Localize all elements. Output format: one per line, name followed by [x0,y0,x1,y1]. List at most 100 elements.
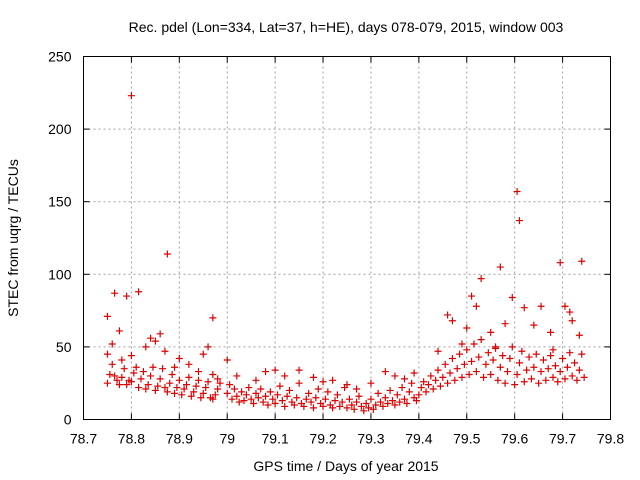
data-point [429,385,437,393]
data-point [532,350,540,358]
data-point [123,381,131,389]
data-point [103,379,111,387]
data-point [559,355,567,363]
data-point [309,373,317,381]
data-point [489,356,497,364]
data-point [484,349,492,357]
data-point [444,311,452,319]
data-point [250,400,258,408]
data-point [259,398,267,406]
data-point [472,368,480,376]
data-point [161,347,169,355]
data-point [329,404,337,412]
data-point [300,402,308,410]
data-point [518,347,526,355]
data-point [549,373,557,381]
data-point [535,379,543,387]
data-point [144,381,152,389]
data-point [199,389,207,397]
data-point [111,372,119,380]
data-point [568,372,576,380]
data-point [242,391,250,399]
data-point [458,340,466,348]
data-point [113,376,121,384]
data-point [350,405,358,413]
data-point [127,92,135,100]
data-point [202,384,210,392]
data-point [175,376,183,384]
data-point [367,395,375,403]
data-point [264,401,272,409]
data-point [214,385,222,393]
data-point [367,379,375,387]
data-point [175,355,183,363]
x-tick-label: 79.6 [501,431,528,447]
data-point [252,389,260,397]
data-point [508,294,516,302]
data-point [353,398,361,406]
data-point [444,379,452,387]
data-point [578,257,586,265]
data-point [245,384,253,392]
data-point [441,360,449,368]
plot-frame [83,56,611,420]
data-point [111,289,119,297]
data-point [305,389,313,397]
x-tick-label: 78.7 [70,431,97,447]
data-point [480,373,488,381]
data-point [515,217,523,225]
data-point [487,328,495,336]
data-point [262,392,270,400]
data-point [149,363,157,371]
data-point [527,375,535,383]
data-point [216,379,224,387]
data-point [451,376,459,384]
data-point [477,275,485,283]
data-point [324,388,332,396]
data-point [290,401,298,409]
data-point [381,394,389,402]
data-point [472,302,480,310]
data-point [331,397,339,405]
data-point [137,375,145,383]
data-point [132,363,140,371]
data-point [281,402,289,410]
data-point [197,394,205,402]
data-point [566,308,574,316]
data-point [274,391,282,399]
data-point [549,346,557,354]
y-axis-label: STEC from uqrg / TECUs [5,159,21,317]
data-point [537,368,545,376]
data-point [156,375,164,383]
data-point [400,375,408,383]
data-points [103,92,588,415]
y-tick-label: 250 [48,49,72,65]
data-point [319,378,327,386]
data-point [475,353,483,361]
data-point [365,404,373,412]
data-point [468,357,476,365]
data-point [314,385,322,393]
data-point [556,368,564,376]
data-point [448,317,456,325]
data-point [286,386,294,394]
data-point [482,360,490,368]
data-point [566,349,574,357]
data-point [439,373,447,381]
data-point [520,378,528,386]
data-point [403,400,411,408]
data-point [295,379,303,387]
data-point [120,365,128,373]
data-point [252,376,260,384]
data-point [168,370,176,378]
data-point [238,388,246,396]
x-tick-label: 79 [219,431,235,447]
data-point [159,365,167,373]
data-point [171,389,179,397]
x-tick-label: 79.3 [357,431,384,447]
data-point [135,384,143,392]
data-point [417,384,425,392]
data-point [312,394,320,402]
data-point [283,392,291,400]
